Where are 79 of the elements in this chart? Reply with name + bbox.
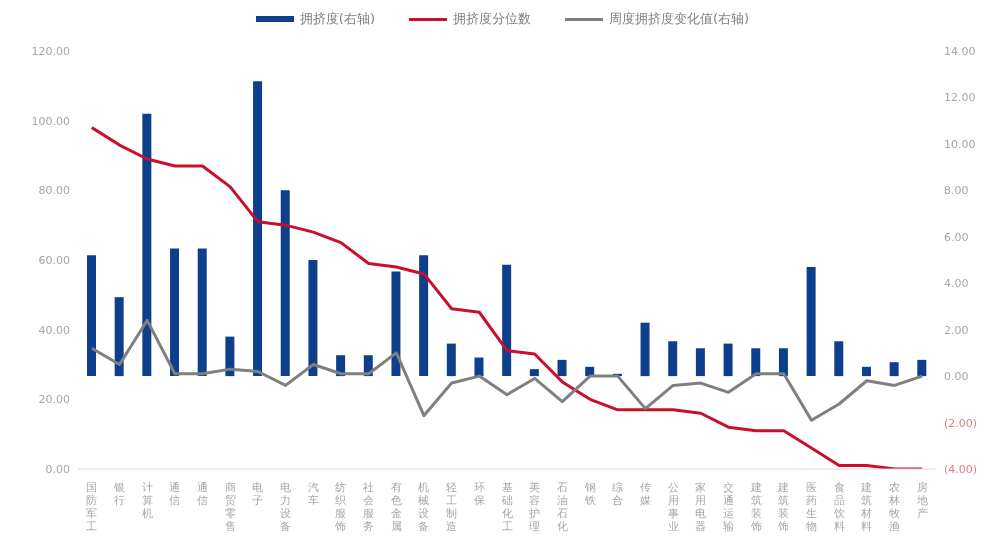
bar	[529, 369, 539, 377]
x-tick-label: 基础化工	[500, 481, 513, 533]
x-tick-label: 通信	[197, 481, 209, 507]
y2-tick-label: 12.00	[944, 91, 976, 105]
bar	[308, 260, 318, 377]
x-tick-label: 机械设备	[418, 481, 430, 533]
bar	[861, 366, 871, 377]
y2-tick-label: 4.00	[944, 277, 969, 291]
bar	[640, 322, 650, 377]
x-tick-label: 美容护理	[528, 481, 541, 533]
bar	[751, 348, 761, 377]
legend-label: 拥挤度分位数	[452, 10, 531, 28]
y2-tick-label: 0.00	[944, 370, 969, 384]
bar	[474, 357, 484, 377]
line-series	[90, 318, 924, 422]
y-tick-label: 20.00	[38, 393, 70, 407]
bar	[391, 271, 401, 377]
bar	[806, 266, 816, 377]
bar	[723, 343, 733, 377]
x-tick-label: 农林牧渔	[887, 481, 900, 533]
y-tick-label: 60.00	[38, 254, 70, 267]
y2-tick-label: 6.00	[944, 230, 969, 244]
y2-tick-label: (4.00)	[944, 463, 978, 476]
x-tick-label: 商贸零售	[224, 481, 236, 533]
x-tick-label: 房地产	[915, 481, 928, 520]
y-tick-label: 40.00	[38, 323, 70, 337]
y-tick-label: 80.00	[38, 184, 70, 198]
y2-tick-label: 8.00	[944, 184, 969, 198]
bar	[889, 362, 899, 377]
y2-tick-label: 2.00	[944, 323, 969, 337]
x-tick-label: 银行	[113, 481, 126, 507]
legend-label: 拥挤度(右轴)	[298, 10, 375, 28]
y-tick-label: 120.00	[31, 45, 70, 58]
y-tick-label: 0.00	[45, 463, 70, 476]
bar	[668, 341, 678, 377]
x-tick-label: 综合	[612, 481, 624, 507]
bar	[170, 248, 180, 377]
bar	[695, 348, 705, 377]
bar	[502, 264, 512, 377]
x-tick-label: 轻工制造	[446, 481, 458, 533]
x-tick-label: 有色金属	[390, 481, 402, 533]
y2-tick-label: 14.00	[944, 45, 976, 58]
bar	[197, 248, 207, 377]
x-tick-label: 电子	[252, 481, 264, 507]
bar	[114, 297, 124, 377]
y-tick-label: 100.00	[31, 114, 70, 128]
x-tick-label: 交通运输	[722, 481, 734, 533]
x-tick-label: 公用事业	[667, 481, 679, 533]
bar	[917, 359, 927, 377]
x-tick-label: 社会服务	[363, 481, 375, 533]
legend-label: 周度拥挤度变化值(右轴)	[608, 10, 750, 28]
bar	[419, 255, 429, 377]
x-tick-label: 传媒	[639, 481, 651, 507]
x-tick-label: 食品饮料	[832, 481, 845, 533]
x-tick-label: 汽车	[307, 481, 319, 507]
x-tick-label: 医药生物	[805, 481, 817, 533]
x-tick-label: 电力设备	[280, 481, 292, 533]
x-tick-label: 建筑材料	[860, 481, 873, 533]
bar	[834, 341, 844, 377]
bar	[142, 113, 152, 377]
x-tick-label: 环保	[473, 481, 485, 507]
x-tick-label: 通信	[169, 481, 181, 507]
x-tick-label: 计算机	[141, 481, 153, 520]
bar	[280, 190, 290, 377]
bar	[225, 336, 235, 377]
bar	[778, 348, 788, 377]
x-tick-label: 家用电器	[695, 481, 707, 533]
x-tick-label: 钢铁	[583, 481, 596, 507]
y2-tick-label: (2.00)	[944, 416, 978, 430]
bar	[253, 81, 263, 377]
x-tick-label: 建筑装饰	[777, 481, 790, 533]
bar	[557, 359, 567, 377]
x-tick-label: 建筑装饰	[749, 481, 762, 533]
x-tick-label: 国防军工	[86, 481, 98, 533]
bar	[87, 255, 96, 377]
bar	[446, 343, 456, 377]
y2-tick-label: 10.00	[944, 137, 976, 151]
x-tick-label: 石油石化	[556, 481, 568, 533]
x-tick-label: 纺织服饰	[334, 481, 347, 533]
